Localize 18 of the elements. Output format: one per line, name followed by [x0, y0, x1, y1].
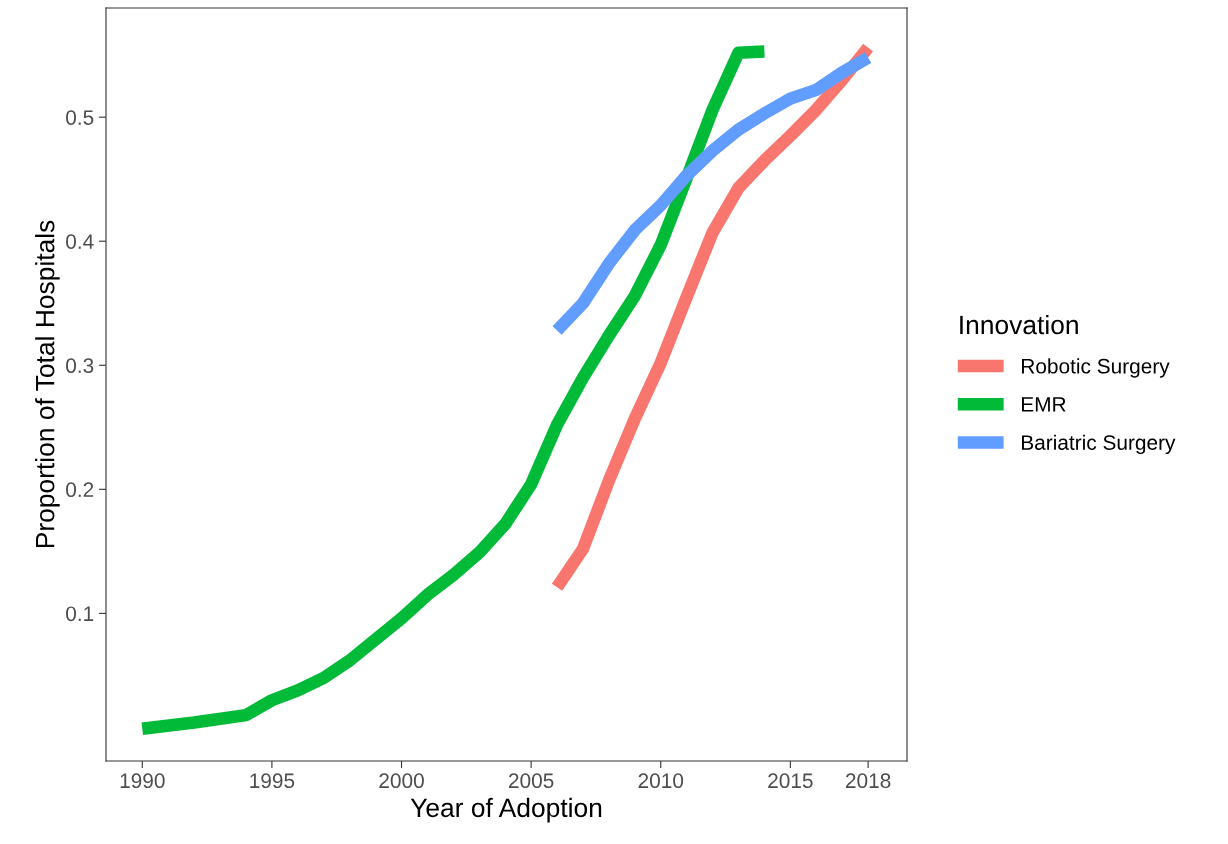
legend-title: Innovation — [960, 314, 1078, 335]
legend-label: EMR — [1022, 397, 1066, 412]
y-tick-label: 0.3 — [66, 358, 94, 374]
legend-label: Bariatric Surgery — [1022, 434, 1176, 455]
x-tick-label: 2010 — [638, 773, 684, 789]
x-axis-title: Year of Adoption — [410, 797, 602, 823]
x-tick-label: 1990 — [120, 773, 165, 789]
y-tick-label: 0.4 — [66, 234, 94, 249]
y-tick-label: 0.1 — [66, 606, 94, 622]
x-tick-label: 2018 — [845, 773, 891, 789]
y-tick-label: 0.5 — [66, 110, 94, 125]
x-tick-label: 2000 — [379, 773, 424, 789]
x-tick-label: 1995 — [250, 773, 295, 789]
y-axis-title: Proportion of Total Hospitals — [35, 220, 60, 548]
legend-label: Robotic Surgery — [1022, 358, 1170, 378]
y-tick-label: 0.2 — [66, 482, 94, 498]
x-tick-label: 2005 — [509, 773, 554, 789]
x-tick-label: 2015 — [768, 773, 813, 789]
